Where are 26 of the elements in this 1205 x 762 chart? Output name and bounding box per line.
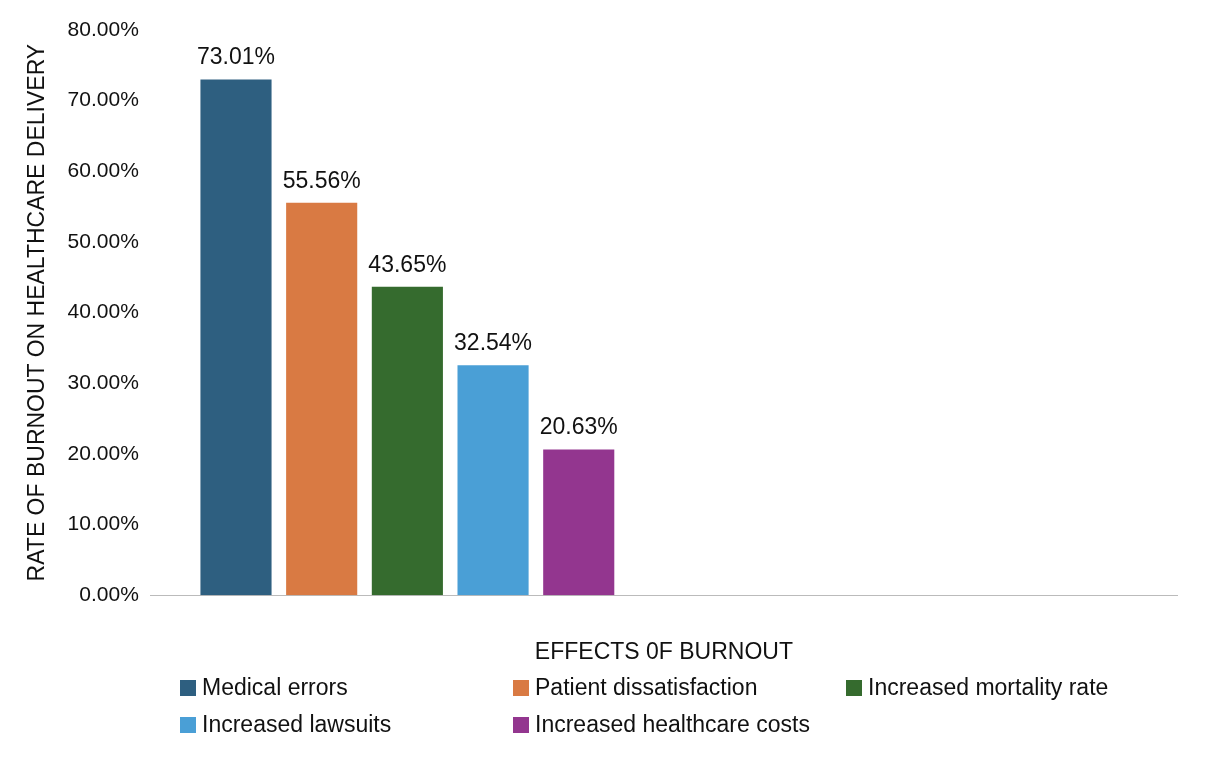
legend-label: Increased lawsuits	[202, 711, 392, 738]
y-tick-label: 50.00%	[67, 228, 139, 252]
y-tick-label: 60.00%	[67, 158, 139, 182]
y-tick-label: 70.00%	[67, 87, 139, 111]
legend-label: Patient dissatisfaction	[535, 674, 758, 701]
data-label: 20.63%	[539, 413, 618, 440]
bar	[543, 449, 615, 596]
legend-label: Medical errors	[202, 674, 348, 701]
y-axis-title: RATE OF BURNOUT ON HEALTHCARE DELIVERY	[23, 43, 50, 582]
y-tick-label: 40.00%	[67, 299, 139, 323]
y-tick-label: 20.00%	[67, 440, 139, 464]
x-axis-title: EFFECTS 0F BURNOUT	[534, 637, 793, 664]
bar	[457, 365, 529, 596]
data-label: 55.56%	[282, 166, 361, 193]
bar	[371, 286, 443, 596]
y-tick-label: 30.00%	[67, 370, 139, 394]
data-label: 32.54%	[454, 329, 533, 356]
y-tick-label: 80.00%	[67, 16, 139, 40]
data-label: 43.65%	[368, 250, 447, 277]
legend-label: Increased mortality rate	[868, 674, 1109, 701]
legend-label: Increased healthcare costs	[535, 711, 810, 738]
data-label: 73.01%	[196, 43, 275, 70]
y-tick-label: 10.00%	[67, 511, 139, 535]
y-tick-label: 0.00%	[79, 582, 139, 605]
bar	[200, 79, 272, 596]
bar	[286, 202, 358, 596]
